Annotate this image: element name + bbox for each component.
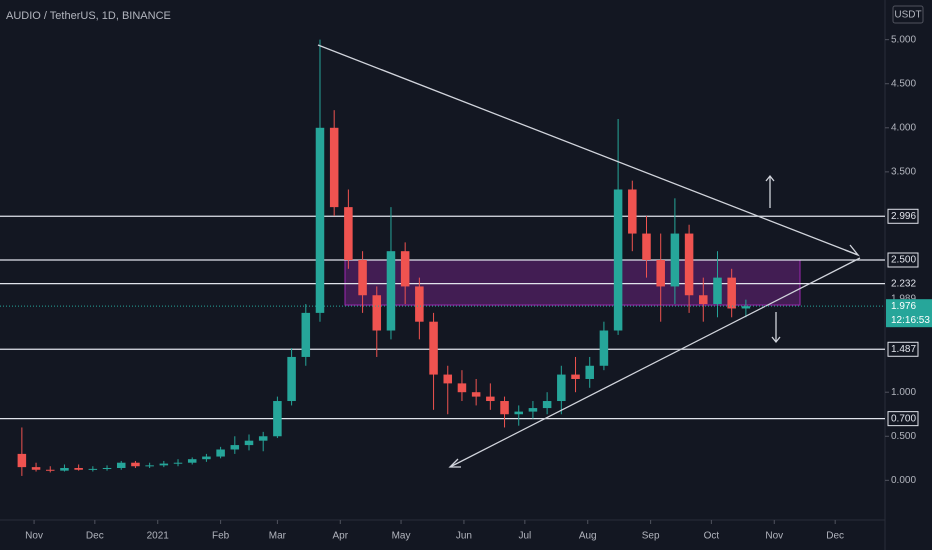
candle-body xyxy=(258,436,268,441)
level-label: 2.500 xyxy=(891,255,916,266)
candle-body xyxy=(216,449,225,457)
candle-body xyxy=(429,321,438,375)
arrowhead xyxy=(765,174,775,182)
countdown: 12:16:53 xyxy=(891,315,930,326)
candle-body xyxy=(699,295,708,305)
x-tick-label: Dec xyxy=(826,531,844,542)
candle-body xyxy=(159,463,169,466)
candle-body xyxy=(230,445,240,450)
current-price-box xyxy=(886,299,932,328)
candle-body xyxy=(656,260,665,287)
candle-body xyxy=(471,392,481,397)
x-tick-label: Oct xyxy=(704,531,720,542)
candle-body xyxy=(684,233,694,296)
zone-bottom-label: 1.989 xyxy=(891,294,916,305)
x-tick-label: Sep xyxy=(642,531,660,542)
candle-body xyxy=(244,440,254,446)
y-tick-label: 4.500 xyxy=(891,78,916,89)
level-label: 0.700 xyxy=(891,413,916,424)
candle-body xyxy=(713,277,722,305)
candle-body xyxy=(116,462,126,468)
candle-body xyxy=(173,462,183,464)
candle-body xyxy=(741,306,751,309)
candle-body xyxy=(74,468,83,470)
level-label: 1.487 xyxy=(891,344,916,355)
level-label-box xyxy=(887,208,919,224)
x-tick-label: 2021 xyxy=(147,531,170,542)
x-tick-label: Apr xyxy=(333,531,349,542)
x-tick-label: Jun xyxy=(456,531,472,542)
candle-body xyxy=(443,374,453,384)
candle-body xyxy=(670,233,680,287)
candle-body xyxy=(400,251,410,287)
candle-body xyxy=(585,365,594,379)
candle-body xyxy=(187,459,197,463)
candle-body xyxy=(528,408,538,412)
candle-body xyxy=(287,356,296,402)
y-tick-label: 3.500 xyxy=(891,167,916,178)
arrowhead xyxy=(771,336,781,344)
x-tick-label: Dec xyxy=(86,531,104,542)
y-tick-label: 5.000 xyxy=(891,34,916,45)
candle-body xyxy=(60,468,69,471)
y-tick-label: 4.000 xyxy=(891,122,916,133)
candle-body xyxy=(599,330,609,366)
currency: USDT xyxy=(894,10,921,21)
candle-body xyxy=(372,295,382,331)
candle-body xyxy=(571,374,580,379)
candle-body xyxy=(202,456,211,460)
candle-body xyxy=(102,468,112,469)
level-label: 2.232 xyxy=(891,278,916,289)
arrowhead xyxy=(448,458,461,468)
y-tick-label: 1.000 xyxy=(891,387,916,398)
candle-body xyxy=(613,189,623,331)
candle-body xyxy=(88,468,98,470)
level-label-box xyxy=(887,252,919,268)
candle-body xyxy=(145,465,154,467)
candle-body xyxy=(315,127,325,313)
x-tick-label: Mar xyxy=(269,531,287,542)
candle-body xyxy=(358,260,367,296)
trendline xyxy=(449,257,861,468)
candle-body xyxy=(415,286,424,322)
candle-body xyxy=(457,383,467,393)
candle-body xyxy=(329,127,339,208)
level-label-box xyxy=(887,411,919,427)
trendline xyxy=(317,44,859,256)
candle-body xyxy=(557,374,566,402)
x-tick-label: Nov xyxy=(765,531,783,542)
candle-body xyxy=(17,453,27,468)
current-price-label: 1.976 xyxy=(891,301,916,312)
x-tick-label: Nov xyxy=(25,531,43,542)
candle-body xyxy=(386,251,396,331)
chart-title: AUDIO / TetherUS, 1D, BINANCE xyxy=(6,10,171,22)
x-tick-label: May xyxy=(392,531,411,542)
candle-body xyxy=(273,401,282,437)
candle-body xyxy=(500,401,509,415)
level-label-box xyxy=(887,341,919,357)
x-tick-label: Jul xyxy=(518,531,531,542)
candle-body xyxy=(131,462,140,467)
candle-body xyxy=(542,401,552,409)
candle-body xyxy=(344,207,353,260)
y-tick-label: 0.500 xyxy=(891,431,916,442)
candle-body xyxy=(727,277,736,309)
y-tick-label: 0.000 xyxy=(891,475,916,486)
candle-body xyxy=(628,189,637,234)
arrowhead xyxy=(844,244,861,257)
candle-body xyxy=(45,469,55,471)
candle-body xyxy=(486,396,495,402)
candle-body xyxy=(301,312,311,357)
x-tick-label: Feb xyxy=(212,531,230,542)
currency-box xyxy=(892,5,924,24)
candle-body xyxy=(514,411,523,415)
level-label: 2.996 xyxy=(891,211,916,222)
drawings xyxy=(317,44,861,468)
candle-body xyxy=(31,467,41,470)
x-tick-label: Aug xyxy=(579,531,597,542)
candle-body xyxy=(642,233,651,260)
